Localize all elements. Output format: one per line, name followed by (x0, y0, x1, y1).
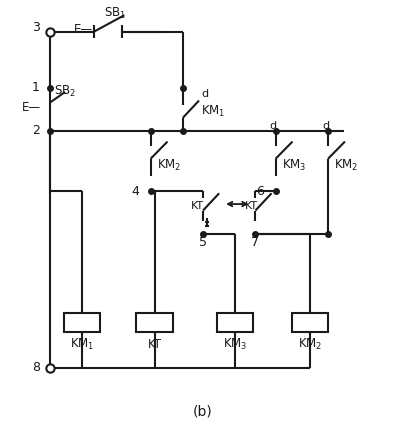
Text: 1: 1 (32, 81, 40, 94)
Text: KM$_3$: KM$_3$ (281, 158, 305, 173)
Text: KM$_3$: KM$_3$ (222, 337, 247, 352)
Text: 4: 4 (131, 184, 139, 197)
Text: SB$_2$: SB$_2$ (54, 83, 76, 99)
Text: (b): (b) (193, 404, 212, 418)
Text: 5: 5 (198, 237, 207, 250)
Text: 6: 6 (256, 184, 264, 197)
Text: KM$_2$: KM$_2$ (333, 158, 358, 173)
Bar (217, 313, 253, 332)
Text: d: d (321, 121, 328, 131)
Text: 8: 8 (32, 362, 40, 375)
Bar (64, 313, 100, 332)
Text: 2: 2 (32, 124, 40, 137)
Text: KM$_1$: KM$_1$ (200, 104, 225, 119)
Text: E—: E— (21, 101, 40, 114)
Text: 7: 7 (251, 237, 259, 250)
Text: 3: 3 (32, 21, 40, 34)
Text: KM$_2$: KM$_2$ (297, 337, 321, 352)
Text: KT: KT (245, 201, 258, 211)
Text: KT: KT (147, 338, 161, 351)
Bar (136, 313, 173, 332)
Text: KM$_1$: KM$_1$ (70, 337, 94, 352)
Text: d: d (200, 89, 208, 99)
Text: d: d (269, 121, 276, 131)
Bar (291, 313, 327, 332)
Text: KM$_2$: KM$_2$ (156, 158, 181, 173)
Text: E—: E— (74, 23, 93, 36)
Text: KT: KT (190, 201, 204, 211)
Text: SB$_1$: SB$_1$ (104, 6, 126, 21)
